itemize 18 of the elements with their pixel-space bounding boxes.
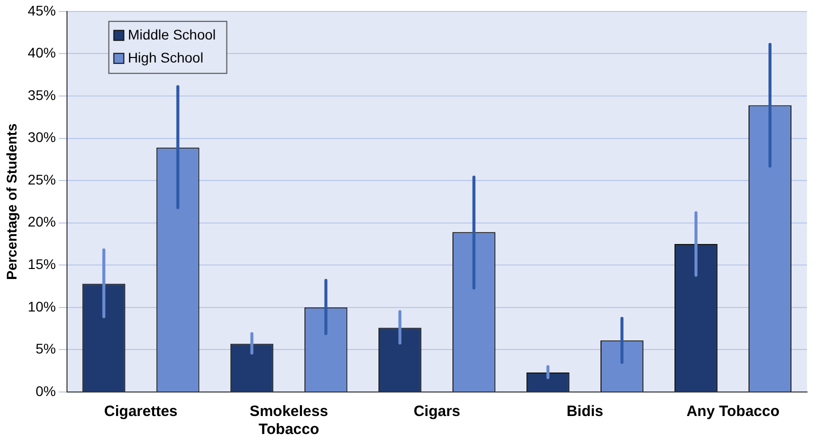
y-tick-label: 45%	[28, 2, 56, 18]
y-tick-label: 15%	[28, 256, 56, 272]
y-axis-title: Percentage of Students	[3, 123, 20, 280]
x-tick-label: Smokeless Tobacco	[250, 403, 328, 438]
legend-label: Middle School	[128, 26, 216, 42]
x-tick-label: Cigars	[414, 403, 460, 420]
y-tick-label: 10%	[28, 298, 56, 314]
y-tick-label: 25%	[28, 171, 56, 188]
y-tick-label: 30%	[28, 129, 56, 146]
y-tick-label: 40%	[28, 44, 56, 61]
x-tick-label: Any Tobacco	[686, 403, 780, 420]
y-tick-label: 0%	[36, 382, 56, 399]
x-tick-label: Bidis	[566, 403, 604, 420]
x-tick-label: Cigarettes	[104, 403, 178, 420]
y-tick-label: 35%	[28, 86, 56, 103]
y-tick-label: 5%	[36, 340, 56, 357]
y-tick-label: 20%	[28, 214, 56, 230]
legend-label: High School	[128, 49, 204, 66]
